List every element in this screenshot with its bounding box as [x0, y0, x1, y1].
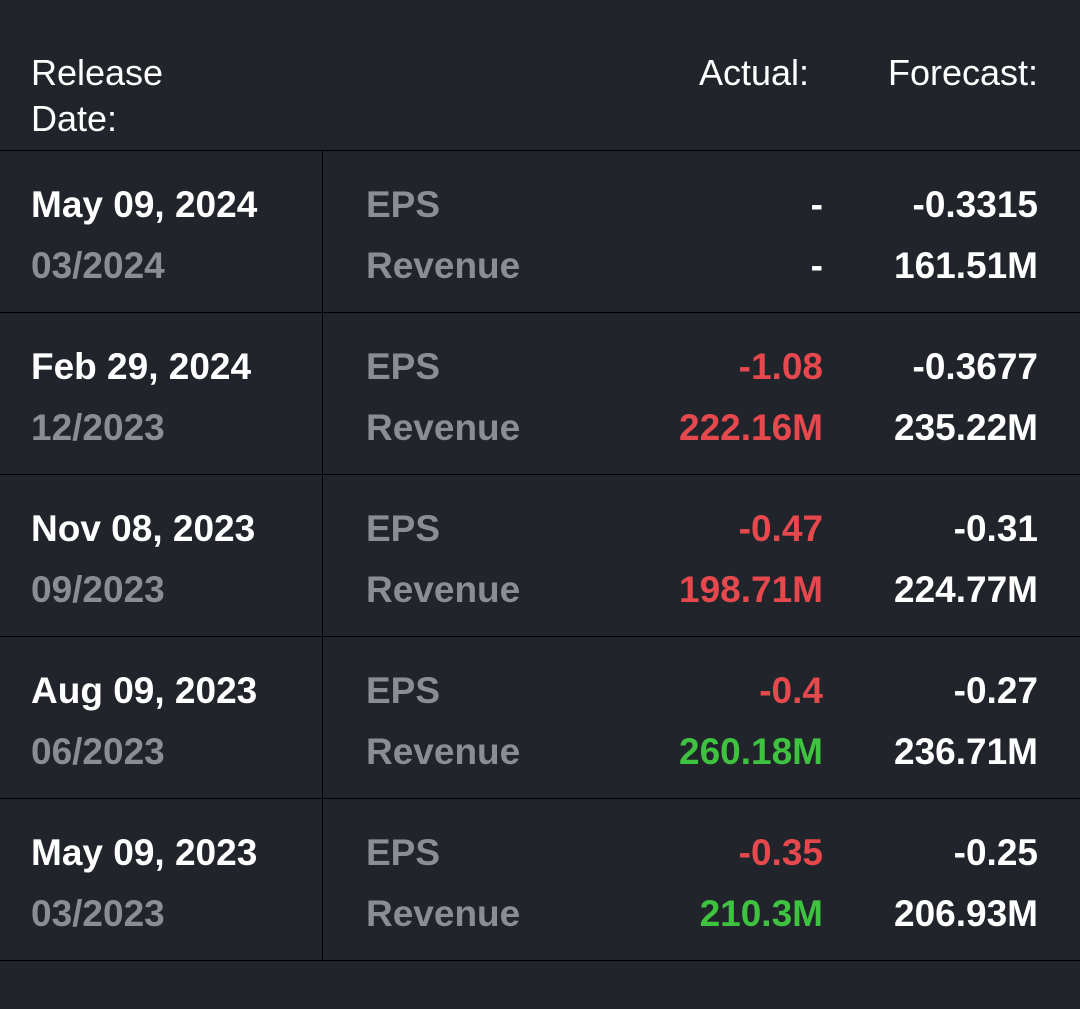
revenue-label: Revenue	[366, 569, 521, 610]
fiscal-period: 03/2023	[31, 893, 165, 934]
eps-forecast: -0.3315	[912, 184, 1039, 225]
release-date: May 09, 2023	[31, 832, 258, 873]
revenue-label: Revenue	[366, 893, 521, 934]
eps-actual: -0.35	[738, 832, 823, 873]
eps-forecast: -0.31	[953, 508, 1038, 549]
forecast-header: Forecast:	[887, 52, 1038, 93]
table-row[interactable]: Feb 29, 2024 12/2023 EPS Revenue -1.08 -…	[0, 313, 1080, 475]
revenue-forecast: 161.51M	[894, 245, 1038, 286]
eps-label: EPS	[366, 832, 441, 873]
revenue-label: Revenue	[366, 407, 521, 448]
revenue-actual: 198.71M	[679, 569, 823, 610]
eps-label: EPS	[366, 184, 441, 225]
release-date: Aug 09, 2023	[31, 670, 258, 711]
table-row[interactable]: Nov 08, 2023 09/2023 EPS Revenue -0.47 -…	[0, 475, 1080, 637]
eps-forecast: -0.25	[953, 832, 1038, 873]
revenue-forecast: 224.77M	[894, 569, 1038, 610]
eps-label: EPS	[366, 508, 441, 549]
column-divider	[322, 475, 323, 636]
fiscal-period: 12/2023	[31, 407, 165, 448]
revenue-forecast: 236.71M	[894, 731, 1038, 772]
revenue-label: Revenue	[366, 245, 521, 286]
revenue-label: Revenue	[366, 731, 521, 772]
table-row[interactable]: Aug 09, 2023 06/2023 EPS Revenue -0.4 -0…	[0, 637, 1080, 799]
fiscal-period: 06/2023	[31, 731, 165, 772]
eps-actual: -0.47	[738, 508, 823, 549]
fiscal-period: 03/2024	[31, 245, 165, 286]
eps-forecast: -0.3677	[912, 346, 1039, 387]
column-divider	[322, 313, 323, 474]
column-divider	[322, 637, 323, 798]
revenue-forecast: 235.22M	[894, 407, 1038, 448]
eps-actual: -0.4	[759, 670, 823, 711]
table-row[interactable]: May 09, 2023 03/2023 EPS Revenue -0.35 -…	[0, 799, 1080, 961]
revenue-forecast: 206.93M	[894, 893, 1038, 934]
fiscal-period: 09/2023	[31, 569, 165, 610]
eps-forecast: -0.27	[953, 670, 1038, 711]
release-date-header: Release Date:	[31, 52, 164, 139]
revenue-actual: -	[810, 245, 823, 286]
eps-actual: -	[810, 184, 823, 225]
revenue-actual: 260.18M	[679, 731, 823, 772]
eps-actual: -1.08	[738, 346, 823, 387]
eps-label: EPS	[366, 346, 441, 387]
eps-label: EPS	[366, 670, 441, 711]
actual-header: Actual:	[698, 52, 809, 93]
column-divider	[322, 151, 323, 312]
table-header: Release Date: Actual: Forecast:	[0, 0, 1080, 151]
revenue-actual: 222.16M	[679, 407, 823, 448]
release-date: Nov 08, 2023	[31, 508, 256, 549]
release-date: May 09, 2024	[31, 184, 258, 225]
table-row[interactable]: May 09, 2024 03/2024 EPS Revenue - -0.33…	[0, 151, 1080, 313]
column-divider	[322, 799, 323, 960]
revenue-actual: 210.3M	[699, 893, 823, 934]
release-date: Feb 29, 2024	[31, 346, 252, 387]
